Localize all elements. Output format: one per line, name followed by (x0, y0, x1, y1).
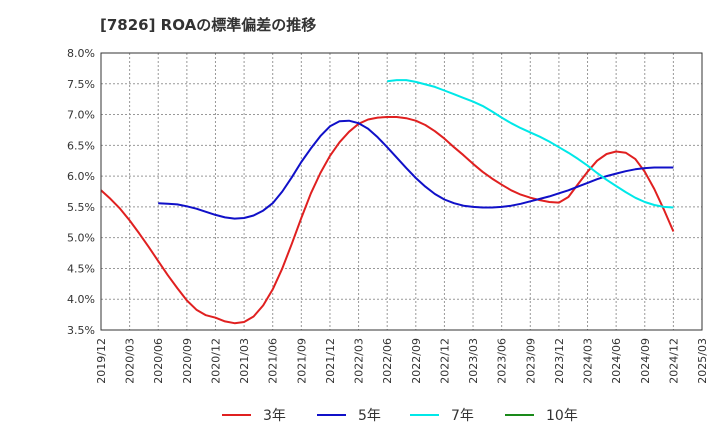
x-tick-label: 2020/06 (152, 338, 165, 384)
x-tick-label: 2020/09 (181, 338, 194, 384)
y-tick-label: 6.0% (67, 170, 95, 183)
x-tick-label: 2022/09 (410, 338, 423, 384)
x-tick-label: 2024/06 (610, 338, 623, 384)
y-tick-label: 7.0% (67, 109, 95, 122)
x-tick-label: 2022/03 (353, 338, 366, 384)
y-tick-label: 4.0% (67, 293, 95, 306)
x-axis-ticks: 2019/12 2020/03 2020/06 2020/09 2020/12 2021/… (95, 338, 709, 384)
y-tick-label: 4.5% (67, 262, 95, 275)
x-tick-label: 2024/03 (582, 338, 595, 384)
y-tick-label: 6.5% (67, 139, 95, 152)
y-tick-label: 8.0% (67, 47, 95, 60)
y-tick-label: 3.5% (67, 324, 95, 337)
x-tick-label: 2020/03 (124, 338, 137, 384)
legend-label: 7年 (451, 408, 474, 424)
x-tick-label: 2023/09 (524, 338, 537, 384)
legend-label: 5年 (358, 408, 381, 424)
y-tick-label: 5.5% (67, 201, 95, 214)
series-line-1 (158, 119, 674, 220)
chart-title: [7826] ROAの標準偏差の推移 (100, 16, 317, 34)
x-tick-label: 2019/12 (95, 338, 108, 384)
x-tick-label: 2021/06 (267, 338, 280, 384)
legend-label: 3年 (263, 408, 286, 424)
x-tick-label: 2025/03 (696, 338, 709, 384)
y-tick-label: 5.0% (67, 232, 95, 245)
series-line-0 (100, 116, 675, 325)
x-tick-label: 2020/12 (209, 338, 222, 384)
x-tick-label: 2023/06 (496, 338, 509, 384)
grid (100, 52, 703, 331)
x-tick-label: 2022/06 (381, 338, 394, 384)
plot-frame (100, 52, 703, 331)
legend: 3年 5年 7年 10年 (222, 408, 578, 424)
series-lines (100, 79, 675, 325)
legend-label: 10年 (546, 408, 578, 424)
x-tick-label: 2023/03 (467, 338, 480, 384)
x-tick-label: 2021/09 (295, 338, 308, 384)
x-tick-label: 2021/12 (324, 338, 337, 384)
series-line-2 (387, 79, 674, 209)
x-tick-label: 2024/09 (639, 338, 652, 384)
x-tick-label: 2024/12 (667, 338, 680, 384)
x-tick-label: 2021/03 (238, 338, 251, 384)
x-tick-label: 2022/12 (438, 338, 451, 384)
y-tick-label: 7.5% (67, 78, 95, 91)
x-tick-label: 2023/12 (553, 338, 566, 384)
y-axis-ticks: 8.0% 7.5% 7.0% 6.5% 6.0% 5.5% 5.0% 4.5% 4.0% 3.5% (67, 47, 95, 337)
